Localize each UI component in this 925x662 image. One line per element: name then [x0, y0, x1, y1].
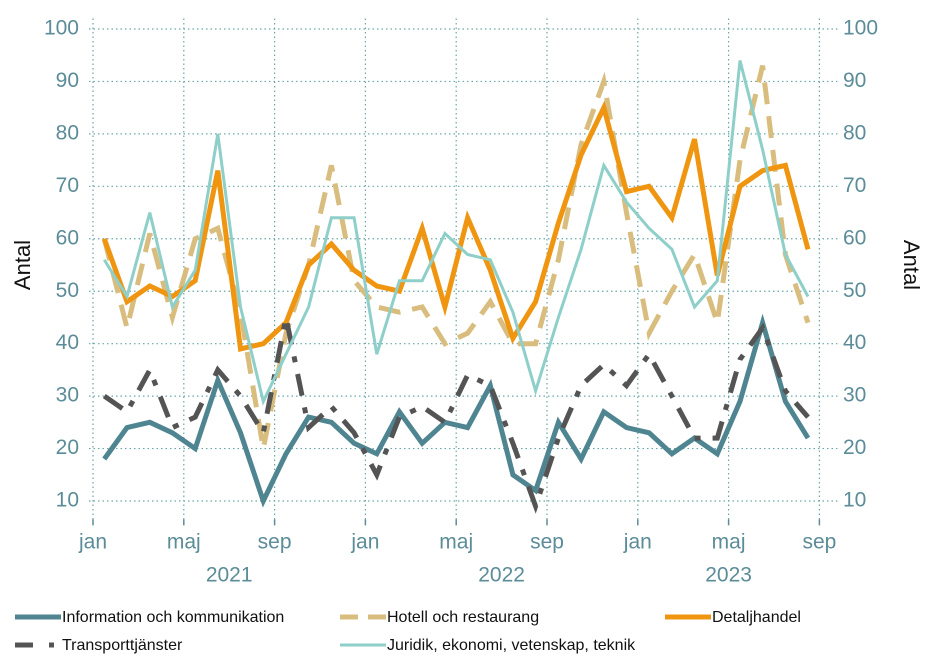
legend-label: Detaljhandel [712, 609, 801, 626]
series-line [101, 100, 811, 352]
x-tick-label: jan [623, 531, 652, 554]
y-axis-label: Antal [10, 240, 35, 290]
series-line [103, 60, 810, 406]
x-group-label: 2022 [478, 564, 525, 587]
y-tick-label: 80 [56, 121, 79, 144]
legend-item: Hotell och restaurang [340, 609, 539, 626]
legend-item: Detaljhandel [665, 609, 801, 626]
legend-label: Transporttjänster [62, 637, 183, 654]
y-tick-label: 60 [56, 226, 79, 249]
x-tick-label: jan [350, 531, 379, 554]
x-tick-label: sep [530, 531, 564, 554]
y-tick-label: 30 [56, 384, 79, 407]
legend-item: Juridik, ekonomi, vetenskap, teknik [340, 637, 636, 654]
y-tick-label: 50 [56, 279, 79, 302]
y2-tick-label: 20 [843, 436, 866, 459]
x-tick-label: jan [78, 531, 107, 554]
y2-axis-label: Antal [899, 240, 924, 290]
x-group-label: 2021 [206, 564, 253, 587]
y-tick-label: 40 [56, 331, 79, 354]
series-line [101, 65, 811, 450]
y2-tick-label: 80 [843, 121, 866, 144]
y2-tick-label: 90 [843, 69, 866, 92]
y-tick-label: 20 [56, 436, 79, 459]
x-tick-label: sep [802, 531, 836, 554]
y2-tick-label: 40 [843, 331, 866, 354]
y-tick-label: 90 [56, 69, 79, 92]
y2-tick-label: 100 [843, 17, 878, 40]
y2-tick-label: 30 [843, 384, 866, 407]
x-tick-label: maj [167, 531, 201, 554]
x-tick-label: sep [258, 531, 292, 554]
x-tick-label: maj [439, 531, 473, 554]
y-tick-label: 70 [56, 174, 79, 197]
y-tick-label: 10 [56, 489, 79, 512]
legend-item: Information och kommunikation [15, 609, 284, 626]
x-group-label: 2023 [705, 564, 752, 587]
legend-label: Information och kommunikation [62, 609, 284, 626]
legend-label: Juridik, ekonomi, vetenskap, teknik [387, 637, 636, 654]
legend-item: Transporttjänster [15, 637, 183, 654]
series-line [102, 313, 811, 508]
y2-tick-label: 70 [843, 174, 866, 197]
legend-label: Hotell och restaurang [387, 609, 539, 626]
y2-tick-label: 10 [843, 489, 866, 512]
series-line [102, 316, 810, 514]
y2-tick-label: 60 [843, 226, 866, 249]
y2-tick-label: 50 [843, 279, 866, 302]
x-tick-label: maj [712, 531, 746, 554]
y-tick-label: 100 [44, 17, 79, 40]
